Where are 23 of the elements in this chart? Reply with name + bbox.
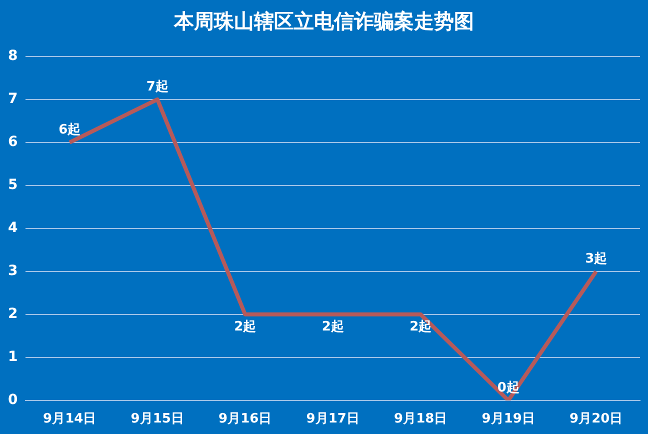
data-label: 2起 [410, 319, 432, 334]
x-tick-label: 9月16日 [218, 412, 272, 427]
y-tick-label: 0 [8, 392, 18, 408]
data-label: 3起 [585, 251, 608, 266]
x-tick-label: 9月20日 [570, 412, 623, 427]
x-tick-label: 9月18日 [394, 412, 448, 427]
x-tick-label: 9月15日 [130, 412, 184, 427]
y-tick-label: 5 [8, 177, 18, 194]
x-tick-label: 9月19日 [482, 412, 535, 427]
data-label: 6起 [58, 122, 81, 138]
y-tick-label: 8 [8, 48, 18, 64]
y-tick-label: 4 [8, 220, 18, 236]
y-tick-label: 2 [8, 306, 18, 322]
x-tick-label: 9月14日 [43, 412, 96, 427]
y-tick-label: 7 [8, 91, 18, 108]
y-tick-label: 3 [8, 263, 18, 280]
y-tick-label: 6 [8, 134, 18, 150]
x-tick-label: 9月17日 [306, 412, 360, 427]
chart-title: 本周珠山辖区立电信诈骗案走势图 [172, 8, 475, 35]
data-label: 7起 [146, 79, 168, 94]
data-label: 2起 [322, 319, 344, 334]
data-label: 2起 [234, 319, 256, 334]
y-tick-label: 1 [8, 349, 18, 366]
